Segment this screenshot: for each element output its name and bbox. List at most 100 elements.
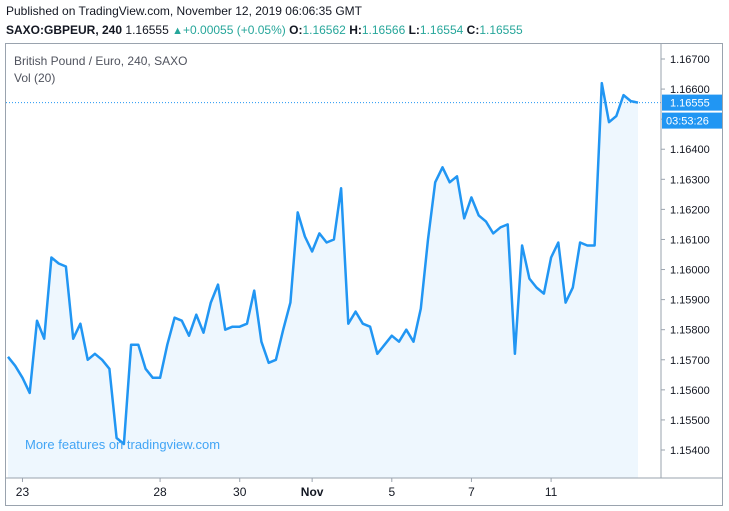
data-point[interactable] <box>325 240 329 244</box>
data-point[interactable] <box>165 343 169 347</box>
data-point[interactable] <box>469 195 473 199</box>
data-point[interactable] <box>614 114 618 118</box>
data-point[interactable] <box>245 322 249 326</box>
data-point[interactable] <box>230 325 234 329</box>
data-point[interactable] <box>339 186 343 190</box>
data-point[interactable] <box>13 364 17 368</box>
data-point[interactable] <box>375 352 379 356</box>
data-point[interactable] <box>491 231 495 235</box>
data-point[interactable] <box>549 256 553 260</box>
data-point[interactable] <box>506 222 510 226</box>
low-label: L: <box>408 23 420 37</box>
data-point[interactable] <box>412 340 416 344</box>
data-point[interactable] <box>158 376 162 380</box>
data-point[interactable] <box>238 325 242 329</box>
data-point[interactable] <box>303 234 307 238</box>
data-point[interactable] <box>6 355 10 359</box>
data-point[interactable] <box>368 325 372 329</box>
data-point[interactable] <box>578 240 582 244</box>
chart-frame[interactable] <box>5 43 723 506</box>
data-point[interactable] <box>209 301 213 305</box>
data-point[interactable] <box>136 343 140 347</box>
data-point[interactable] <box>397 340 401 344</box>
low-value: 1.16554 <box>419 23 464 37</box>
data-point[interactable] <box>20 376 24 380</box>
data-point[interactable] <box>187 334 191 338</box>
price-line[interactable] <box>7 81 639 446</box>
data-point[interactable] <box>57 262 61 266</box>
data-point[interactable] <box>332 237 336 241</box>
data-point[interactable] <box>542 292 546 296</box>
data-point[interactable] <box>173 316 177 320</box>
data-point[interactable] <box>78 322 82 326</box>
data-point[interactable] <box>202 331 206 335</box>
data-point[interactable] <box>419 307 423 311</box>
data-point[interactable] <box>607 120 611 124</box>
data-point[interactable] <box>129 343 133 347</box>
time-tick-label: Nov <box>301 485 324 499</box>
data-point[interactable] <box>455 174 459 178</box>
data-point[interactable] <box>86 358 90 362</box>
data-point[interactable] <box>383 343 387 347</box>
data-point[interactable] <box>520 243 524 247</box>
data-point[interactable] <box>571 286 575 290</box>
data-point[interactable] <box>477 213 481 217</box>
data-point[interactable] <box>259 340 263 344</box>
data-point[interactable] <box>390 334 394 338</box>
data-point[interactable] <box>296 210 300 214</box>
data-point[interactable] <box>28 391 32 395</box>
data-point[interactable] <box>49 256 53 260</box>
price-tick-label: 1.15600 <box>670 385 710 397</box>
data-point[interactable] <box>556 240 560 244</box>
data-point[interactable] <box>93 352 97 356</box>
data-point[interactable] <box>593 243 597 247</box>
volume-label[interactable]: Vol (20) <box>14 71 56 85</box>
data-point[interactable] <box>194 313 198 317</box>
data-point[interactable] <box>527 277 531 281</box>
time-axis[interactable]: 23 28 30 Nov 5 7 11 <box>6 477 722 499</box>
data-point[interactable] <box>274 358 278 362</box>
data-point[interactable] <box>426 237 430 241</box>
data-point[interactable] <box>64 265 68 269</box>
data-point[interactable] <box>361 322 365 326</box>
data-point[interactable] <box>346 322 350 326</box>
data-point[interactable] <box>404 328 408 332</box>
data-point[interactable] <box>42 337 46 341</box>
price-tick-label: 1.15800 <box>670 325 710 337</box>
data-point[interactable] <box>354 310 358 314</box>
data-point[interactable] <box>310 249 314 253</box>
data-point[interactable] <box>448 180 452 184</box>
data-point[interactable] <box>535 286 539 290</box>
data-point[interactable] <box>144 367 148 371</box>
data-point[interactable] <box>281 328 285 332</box>
data-point[interactable] <box>100 358 104 362</box>
time-tick-label: 11 <box>545 485 558 499</box>
data-point[interactable] <box>180 319 184 323</box>
data-point[interactable] <box>151 376 155 380</box>
watermark-link[interactable]: More features on tradingview.com <box>25 437 221 452</box>
data-point[interactable] <box>317 231 321 235</box>
data-point[interactable] <box>600 81 604 85</box>
data-point[interactable] <box>252 289 256 293</box>
price-axis[interactable]: 1.167001.166001.165001.164001.163001.162… <box>660 44 722 478</box>
data-point[interactable] <box>564 301 568 305</box>
data-point[interactable] <box>622 93 626 97</box>
open-value: 1.16562 <box>302 23 346 37</box>
data-point[interactable] <box>513 352 517 356</box>
data-point[interactable] <box>585 243 589 247</box>
data-point[interactable] <box>223 328 227 332</box>
data-point[interactable] <box>216 283 220 287</box>
data-point[interactable] <box>462 216 466 220</box>
data-point[interactable] <box>288 301 292 305</box>
data-point[interactable] <box>107 367 111 371</box>
close-label: C: <box>466 23 480 37</box>
data-point[interactable] <box>484 219 488 223</box>
price-tick-label: 1.16000 <box>670 265 710 277</box>
data-point[interactable] <box>71 337 75 341</box>
data-point[interactable] <box>35 319 39 323</box>
data-point[interactable] <box>440 165 444 169</box>
data-point[interactable] <box>498 225 502 229</box>
data-point[interactable] <box>267 361 271 365</box>
data-point[interactable] <box>433 180 437 184</box>
